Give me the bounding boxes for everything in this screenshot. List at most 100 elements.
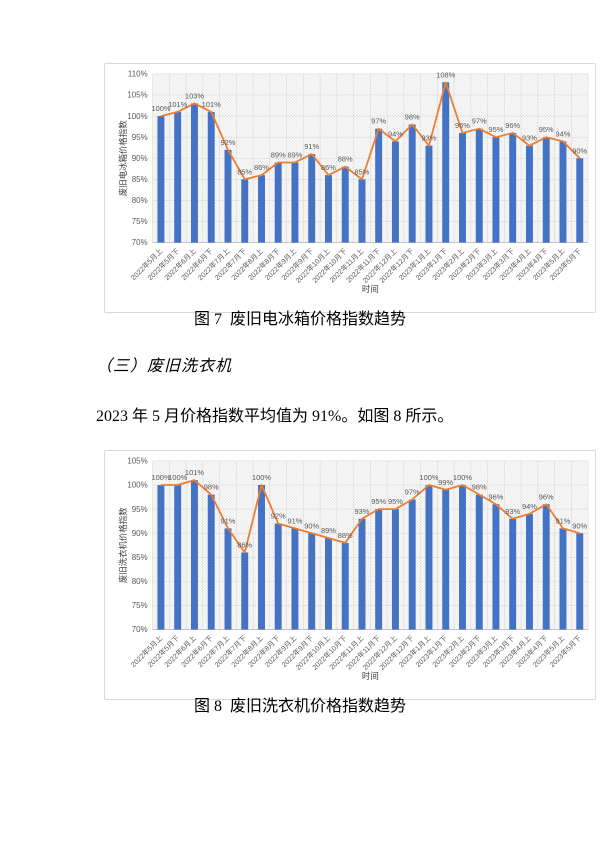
y-axis-title: 废旧洗衣机价格指数: [118, 507, 128, 583]
bar: [325, 175, 332, 243]
data-label: 101%: [168, 100, 187, 109]
data-label: 96%: [539, 492, 554, 501]
y-tick-label: 80%: [132, 577, 148, 586]
bar: [207, 111, 215, 243]
data-label: 95%: [388, 497, 403, 506]
bar: [274, 523, 282, 630]
bar: [157, 485, 165, 630]
bar: [157, 116, 165, 243]
y-tick-label: 75%: [132, 217, 148, 226]
bar: [274, 162, 282, 243]
bar: [576, 158, 584, 243]
data-label: 91%: [556, 516, 571, 525]
data-label: 97%: [371, 117, 386, 126]
y-tick-label: 100%: [127, 112, 147, 121]
data-label: 100%: [168, 473, 187, 482]
bar: [542, 504, 550, 630]
data-label: 93%: [422, 134, 437, 143]
y-tick-label: 110%: [128, 70, 148, 79]
data-label: 91%: [288, 516, 303, 525]
bar: [559, 141, 567, 243]
data-label: 90%: [304, 521, 319, 530]
bar: [492, 504, 500, 630]
data-label: 89%: [288, 151, 303, 160]
data-label: 97%: [472, 117, 487, 126]
y-tick-label: 95%: [132, 505, 148, 514]
bar: [308, 533, 316, 630]
bar: [492, 137, 500, 243]
x-axis-title: 时间: [362, 284, 379, 294]
bar: [475, 494, 483, 630]
data-label: 100%: [419, 473, 438, 482]
data-label: 108%: [436, 70, 455, 79]
y-tick-label: 70%: [132, 625, 148, 634]
bar: [190, 480, 198, 630]
bar: [459, 132, 466, 243]
data-label: 89%: [271, 151, 286, 160]
bar: [341, 166, 349, 243]
trend-line: [160, 479, 580, 554]
data-label: 97%: [405, 488, 420, 497]
data-label: 100%: [252, 473, 271, 482]
section-heading-washing-machine: （三）废旧洗衣机: [96, 358, 233, 375]
data-label: 103%: [185, 92, 204, 101]
data-label: 85%: [355, 167, 370, 176]
y-tick-label: 80%: [132, 196, 148, 205]
data-label: 86%: [237, 541, 252, 550]
data-label: 91%: [304, 142, 319, 151]
bar: [358, 179, 366, 243]
bar: [174, 111, 182, 243]
y-tick-label: 90%: [132, 154, 148, 163]
bar: [425, 485, 433, 630]
y-tick-label: 70%: [132, 238, 148, 247]
body-paragraph: 2023 年 5 月价格指数平均值为 91%。如图 8 所示。: [96, 408, 454, 425]
data-label: 89%: [321, 526, 336, 535]
data-label: 100%: [453, 473, 472, 482]
bar: [509, 518, 517, 630]
fig8-caption: 图 8 废旧洗衣机价格指数趋势: [193, 698, 406, 715]
bar: [576, 533, 584, 630]
data-label: 92%: [221, 138, 236, 147]
data-label: 95%: [489, 125, 504, 134]
data-label: 91%: [221, 516, 236, 525]
bar: [241, 552, 249, 630]
data-label: 85%: [237, 167, 252, 176]
data-label: 100%: [151, 104, 170, 113]
bar: [241, 179, 249, 243]
data-label: 88%: [338, 155, 353, 164]
y-tick-label: 100%: [127, 481, 147, 490]
y-tick-label: 90%: [132, 529, 148, 538]
bar: [559, 528, 567, 630]
data-label: 93%: [522, 134, 537, 143]
bar: [442, 82, 450, 243]
data-label: 94%: [522, 502, 537, 511]
data-label: 99%: [438, 478, 453, 487]
bar: [224, 149, 232, 243]
bar: [442, 489, 450, 630]
bar: [308, 154, 316, 243]
bar: [542, 137, 550, 243]
fig8-chart-canvas: 70%75%80%85%90%95%100%105%100%100%101%98…: [118, 457, 589, 681]
x-axis-title: 时间: [362, 671, 379, 681]
bar: [358, 518, 366, 630]
fig7-chart-canvas: 70%75%80%85%90%95%100%105%110%100%101%10…: [118, 70, 589, 294]
data-label: 96%: [489, 492, 504, 501]
data-label: 93%: [355, 507, 370, 516]
bar: [224, 528, 232, 630]
data-label: 100%: [151, 473, 170, 482]
data-label: 93%: [505, 507, 520, 516]
bar: [525, 145, 533, 243]
bar: [190, 103, 198, 243]
y-axis-title: 废旧电冰箱价格指数: [118, 120, 128, 196]
y-tick-label: 95%: [132, 133, 148, 142]
bar: [525, 513, 533, 630]
data-label: 90%: [572, 146, 587, 155]
data-label: 86%: [321, 163, 336, 172]
trend-line: [160, 81, 581, 181]
data-label: 94%: [556, 129, 571, 138]
bar: [459, 485, 466, 630]
data-label: 88%: [338, 531, 353, 540]
data-label: 95%: [539, 125, 554, 134]
data-label: 98%: [472, 483, 487, 492]
